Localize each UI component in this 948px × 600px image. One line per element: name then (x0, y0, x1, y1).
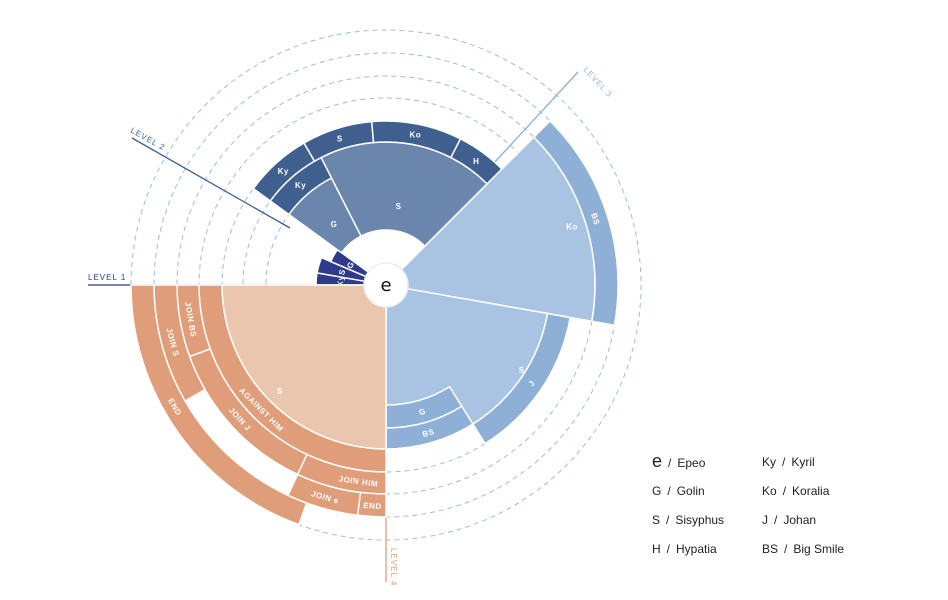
seg-l2-s-label: S (396, 202, 402, 211)
legend-name: Koralia (792, 484, 830, 498)
legend-item: Ky / Kyril (762, 455, 815, 469)
seg-l3-j-label: J (527, 379, 537, 388)
seg-l2-h: H (449, 137, 504, 185)
seg-l3-bs-top-label: BS (589, 212, 601, 226)
center-label: e (380, 275, 391, 296)
legend-abbr: H (652, 542, 661, 556)
legend-abbr: J (762, 513, 768, 527)
seg-l4-end-bottom-label: END (363, 501, 382, 511)
seg-l2-h-label: H (473, 157, 479, 166)
legend-item: H / Hypatia (652, 542, 717, 556)
seg-l3-bs-bottom-shape (385, 405, 474, 450)
seg-l2-h-shape (449, 137, 504, 185)
seg-l2-s-outer-shape (302, 120, 375, 163)
legend-separator: / (666, 542, 671, 556)
level-1-label: LEVEL 1 (88, 273, 126, 282)
seg-l2-ky-mid-label: Ky (295, 181, 306, 190)
seg-l4-join-him: JOIN HIM (296, 453, 387, 495)
legend-item: Ko / Koralia (762, 484, 829, 498)
legend-separator: / (784, 542, 788, 556)
seg-l2-ko: Ko (370, 120, 462, 159)
seg-l3-j-shape (471, 312, 572, 445)
legend-name: Hypatia (676, 542, 717, 556)
seg-l2-ko-label: Ko (409, 130, 421, 139)
legend-item: e / Epeo (652, 451, 706, 471)
seg-l1-g-label: G (345, 260, 356, 270)
legend-name: Golin (676, 484, 705, 498)
seg-l3-j: J (471, 312, 572, 445)
legend-name: Epeo (677, 456, 706, 470)
legend-separator: / (782, 484, 787, 498)
seg-l3-s-label: S (519, 366, 525, 375)
seg-l2-s-outer: S (302, 120, 375, 163)
seg-l4-s-label: S (277, 387, 283, 396)
seg-l4-join-him-shape (296, 453, 387, 495)
legend-name: Big Smile (793, 542, 845, 556)
seg-l3-bs-top: BS (532, 119, 619, 327)
legend-name: Kyril (791, 455, 815, 469)
legend-abbr: BS (762, 542, 779, 556)
legend-separator: / (782, 455, 786, 469)
level-4-label: LEVEL 4 (389, 548, 398, 586)
level-2-line (131, 137, 291, 229)
legend-separator: / (666, 513, 670, 527)
seg-l2-ky-outer-shape (252, 141, 316, 202)
seg-l2-ky-outer: Ky (252, 141, 316, 202)
legend-item: S / Sisyphus (652, 513, 724, 527)
seg-l1-ky-label: Ky (336, 275, 346, 287)
legend-name: Sisyphus (675, 513, 725, 527)
level-3-line (493, 71, 579, 164)
legend-name: Johan (783, 513, 817, 527)
seg-l3-ko-label: Ko (566, 222, 578, 231)
legend-abbr: G (652, 484, 662, 498)
seg-l4-end-left: END (130, 284, 308, 526)
legend-item: BS / Big Smile (762, 542, 844, 556)
seg-l2-s-outer-label: S (337, 135, 343, 144)
seg-l2-ko-shape (370, 120, 462, 159)
seg-l3-bs-bottom: BS (385, 405, 474, 450)
legend-separator: / (668, 456, 672, 470)
seg-l4-end-bottom: END (356, 491, 387, 518)
center-circle (363, 262, 409, 308)
legend-separator: / (774, 513, 778, 527)
seg-l3-bs-bottom-label: BS (421, 427, 435, 439)
seg-l4-end-bottom-shape (356, 491, 387, 518)
legend-item: G / Golin (652, 484, 705, 498)
seg-l4-end-left-shape (130, 284, 308, 526)
center-node: e (363, 262, 409, 308)
seg-l2-ky-outer-label: Ky (278, 167, 289, 176)
seg-l3-bs-top-shape (532, 119, 619, 327)
legend-abbr: Ko (762, 484, 777, 498)
legend-abbr: S (652, 513, 661, 527)
legend-abbr: Ky (762, 455, 777, 469)
legend-separator: / (667, 484, 671, 498)
seg-l2-g-label: G (331, 220, 338, 229)
seg-l4-join-s: JOIN S (153, 284, 207, 403)
level-3-label: LEVEL 3 (582, 65, 615, 99)
seg-l3-g-label: G (418, 407, 427, 418)
legend-item: J / Johan (762, 513, 816, 527)
legend-abbr: e (652, 451, 663, 471)
seg-l1-s-label: S (337, 268, 347, 276)
